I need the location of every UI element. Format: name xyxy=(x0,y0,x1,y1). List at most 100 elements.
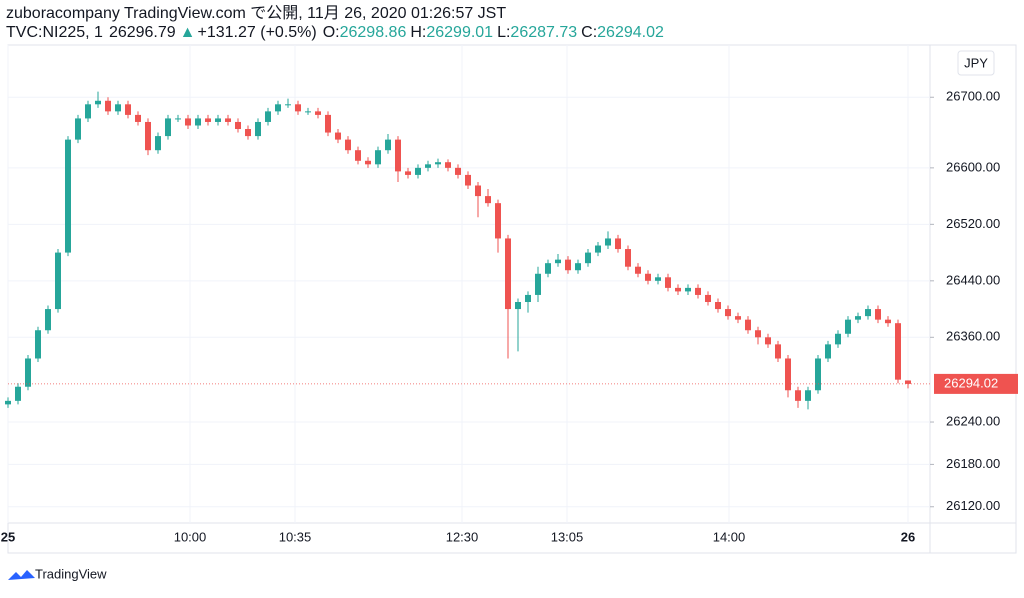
candle-body xyxy=(815,358,821,391)
candle-body xyxy=(455,167,461,175)
candle-body xyxy=(135,114,141,122)
y-tick-label: 26440.00 xyxy=(946,272,1000,287)
candle-body xyxy=(85,104,91,119)
symbol: TVC:NI225, 1 xyxy=(6,24,103,41)
candle-body xyxy=(155,136,161,151)
candle-body xyxy=(325,114,331,133)
candle-body xyxy=(655,277,661,281)
candle-body xyxy=(265,111,271,122)
candle-body xyxy=(645,273,651,281)
candle-body xyxy=(215,118,221,122)
candle-body xyxy=(525,294,531,303)
candle-body xyxy=(435,162,441,165)
candle-body xyxy=(415,167,421,175)
candle-body xyxy=(175,118,181,120)
candle-body xyxy=(45,309,51,331)
candle-body xyxy=(775,344,781,359)
logo-icon xyxy=(8,570,35,580)
candle-body xyxy=(745,319,751,331)
y-tick-label: 26520.00 xyxy=(946,216,1000,231)
candle-body xyxy=(285,104,291,106)
y-tick-label: 26240.00 xyxy=(946,413,1000,428)
grid xyxy=(7,45,930,523)
candle-body xyxy=(585,252,591,264)
candle-body xyxy=(545,263,551,274)
candle-body xyxy=(165,118,171,137)
h-value: 26299.01 xyxy=(426,24,493,41)
candle-body xyxy=(225,118,231,122)
candle-body xyxy=(835,333,841,345)
last-price-label: 26294.02 xyxy=(944,375,998,390)
candle-body xyxy=(405,171,411,175)
h-label: H: xyxy=(410,24,426,41)
candle-body xyxy=(375,150,381,165)
candle-body xyxy=(615,238,621,250)
o-label: O: xyxy=(323,24,340,41)
candle-body xyxy=(685,287,691,292)
candle-body xyxy=(235,121,241,130)
candle-body xyxy=(185,118,191,126)
candle-body xyxy=(385,139,391,151)
candle-body xyxy=(105,100,111,112)
change: +131.27 (+0.5%) xyxy=(198,24,317,41)
x-tick-label: 13:05 xyxy=(551,529,584,544)
candle-body xyxy=(255,121,261,137)
currency-box[interactable] xyxy=(957,50,995,76)
candle-body xyxy=(575,263,581,271)
x-tick-label: 25 xyxy=(1,529,15,544)
candle-body xyxy=(425,164,431,168)
candle-body xyxy=(515,302,521,310)
candle-body xyxy=(275,104,281,112)
candle-body xyxy=(855,316,861,320)
candle-body xyxy=(115,104,121,112)
header-title: zuboracompany TradingView.com で公開, 11月 2… xyxy=(6,5,506,22)
x-tick-label: 10:35 xyxy=(279,529,312,544)
candle-body xyxy=(535,273,541,295)
candle-body xyxy=(65,139,71,253)
candle-body xyxy=(355,150,361,161)
candle-body xyxy=(305,111,311,113)
candle-body xyxy=(205,118,211,122)
candle-body xyxy=(595,245,601,253)
c-label: C: xyxy=(581,24,597,41)
o-value: 26298.86 xyxy=(340,24,407,41)
candle-body xyxy=(335,132,341,140)
candle-body xyxy=(495,203,501,239)
candle-body xyxy=(845,319,851,334)
footer-logo[interactable]: TradingView xyxy=(35,566,107,581)
candle-body xyxy=(825,344,831,359)
candle-body xyxy=(625,249,631,267)
candle-body xyxy=(315,111,321,115)
candle-body xyxy=(805,390,811,401)
candle-body xyxy=(345,139,351,151)
candle-body xyxy=(55,252,61,310)
candle-body xyxy=(875,309,881,320)
candle-body xyxy=(715,302,721,310)
candle-body xyxy=(295,104,301,112)
candle-body xyxy=(145,121,151,151)
candle-body xyxy=(485,196,491,204)
candle-body xyxy=(785,358,791,391)
candle-body xyxy=(505,238,511,310)
candle-body xyxy=(865,309,871,317)
currency: JPY xyxy=(964,55,988,70)
candle-body xyxy=(125,104,131,115)
candle-body xyxy=(245,129,251,137)
y-tick-label: 26600.00 xyxy=(946,159,1000,174)
candle-body xyxy=(735,316,741,320)
y-tick-label: 26180.00 xyxy=(946,456,1000,471)
candle-body xyxy=(795,390,801,401)
chart-frame xyxy=(7,44,1017,554)
candle-body xyxy=(5,400,11,405)
price: 26296.79 xyxy=(109,24,176,41)
l-value: 26287.73 xyxy=(510,24,577,41)
candle-body xyxy=(635,266,641,274)
candle-body xyxy=(565,259,571,271)
l-label: L: xyxy=(497,24,510,41)
candle-body xyxy=(15,386,21,401)
x-tick-label: 12:30 xyxy=(446,529,479,544)
y-tick-label: 26360.00 xyxy=(946,329,1000,344)
candle-body xyxy=(475,185,481,197)
